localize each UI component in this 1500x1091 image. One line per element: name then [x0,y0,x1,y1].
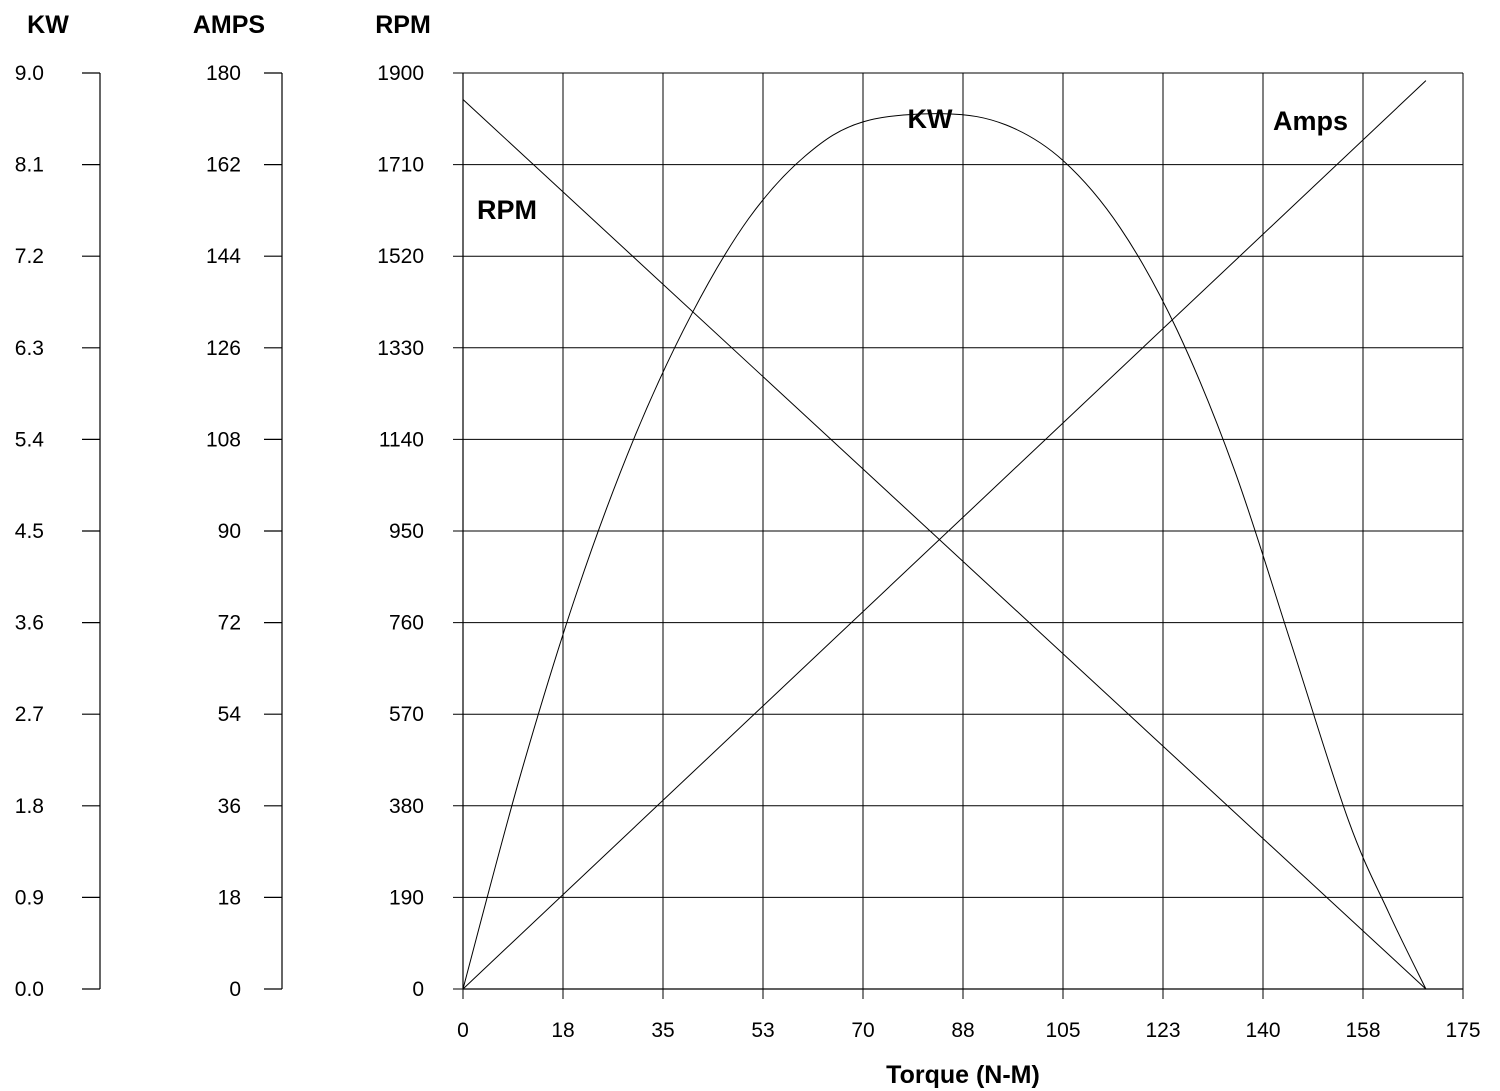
rpm-tick-label: 1330 [377,337,424,360]
amps-axis: 0 18 36 54 72 90 108 126 144 162 180 AMPS [193,11,283,1001]
amps-tick-label: 144 [206,245,241,268]
x-tick-label: 175 [1445,1019,1480,1042]
rpm-tick-label: 570 [389,703,424,726]
x-tick-label: 88 [951,1019,974,1042]
kw-series-label: KW [908,104,953,134]
x-tick-label: 105 [1045,1019,1080,1042]
rpm-tick-label: 380 [389,795,424,818]
kw-tick-label: 6.3 [15,337,44,360]
rpm-axis-title: RPM [375,11,431,39]
x-tick-label: 18 [551,1019,574,1042]
amps-tick-label: 126 [206,337,241,360]
x-tick-label: 158 [1345,1019,1380,1042]
rpm-series-line [462,99,1427,990]
rpm-axis: 0 190 380 570 760 950 1140 1330 1520 1710 1900 RPM [375,11,464,1001]
x-tick-label: 140 [1245,1019,1280,1042]
kw-tick-label: 2.7 [15,703,44,726]
x-tick-label: 35 [651,1019,674,1042]
amps-tick-label: 180 [206,62,241,85]
amps-tick-label: 162 [206,154,241,177]
x-tick-label: 53 [751,1019,774,1042]
amps-tick-label: 72 [218,612,241,635]
rpm-tick-label: 190 [389,886,424,909]
x-tick-label: 123 [1145,1019,1180,1042]
kw-tick-label: 5.4 [15,428,45,451]
kw-tick-label: 0.0 [15,978,44,1001]
amps-axis-title: AMPS [193,11,265,39]
rpm-tick-label: 1900 [377,62,424,85]
x-tick-label: 0 [457,1019,469,1042]
kw-tick-label: 3.6 [15,612,44,635]
amps-tick-label: 90 [218,520,241,543]
kw-tick-label: 4.5 [15,520,44,543]
rpm-tick-label: 950 [389,520,424,543]
kw-tick-label: 7.2 [15,245,44,268]
kw-tick-label: 0.9 [15,886,44,909]
rpm-tick-label: 1710 [377,154,424,177]
amps-tick-label: 108 [206,428,241,451]
rpm-tick-label: 0 [412,978,424,1001]
kw-tick-label: 9.0 [15,62,44,85]
rpm-series-label: RPM [477,195,537,225]
amps-series-line [462,80,1427,990]
amps-tick-label: 54 [218,703,242,726]
x-tick-label: 70 [851,1019,874,1042]
amps-tick-label: 18 [218,886,241,909]
amps-tick-label: 36 [218,795,241,818]
rpm-tick-label: 1520 [377,245,424,268]
rpm-tick-label: 760 [389,612,424,635]
kw-series-line [462,113,1427,990]
kw-axis: 0.0 0.9 1.8 2.7 3.6 4.5 5.4 6.3 7.2 8.1 9.0 KW [15,11,101,1001]
amps-tick-label: 0 [229,978,241,1001]
x-axis-title: Torque (N-M) [886,1061,1040,1089]
kw-tick-label: 8.1 [15,154,44,177]
kw-tick-label: 1.8 [15,795,44,818]
plot-grid [453,72,1464,999]
kw-axis-title: KW [27,11,69,39]
series-labels: RPM Amps KW [477,104,1348,225]
rpm-tick-label: 1140 [379,428,424,451]
series-curves [462,80,1427,990]
x-axis: 0 18 35 53 70 88 105 123 140 158 175 Torque (N-M) [457,988,1481,1089]
amps-series-label: Amps [1273,106,1348,136]
